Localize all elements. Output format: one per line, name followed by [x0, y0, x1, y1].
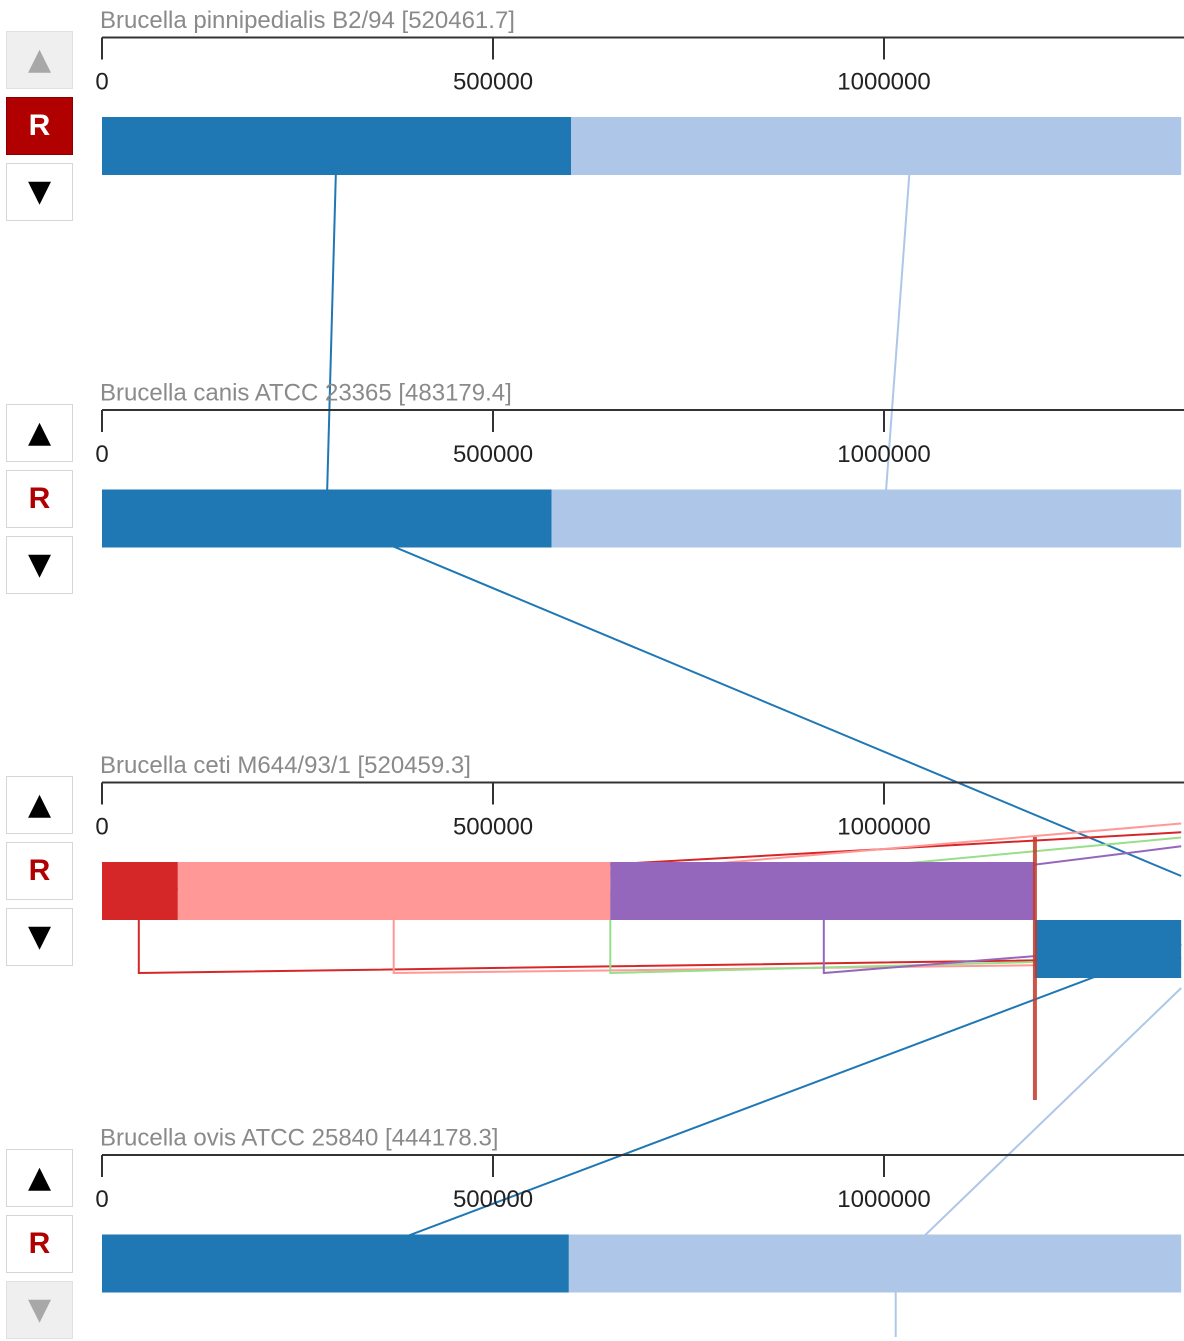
genome-segment[interactable] — [571, 117, 1182, 175]
reverse-button[interactable]: R — [6, 97, 73, 155]
tick-label: 0 — [95, 441, 108, 468]
genome-title: Brucella canis ATCC 23365 [483179.4] — [100, 380, 512, 407]
move-down-button[interactable]: ▼ — [6, 163, 73, 221]
genome-title: Brucella ceti M644/93/1 [520459.3] — [100, 752, 471, 779]
genome-title: Brucella ovis ATCC 25840 [444178.3] — [100, 1125, 498, 1152]
tick-label: 1000000 — [837, 69, 930, 96]
move-up-button[interactable]: ▲ — [6, 403, 73, 462]
genome-track: Brucella canis ATCC 23365 [483179.4] 0 500… — [95, 380, 1184, 548]
tick-label: 0 — [95, 1186, 108, 1213]
genome-segment[interactable] — [102, 862, 178, 920]
tick-label: 500000 — [453, 69, 533, 96]
tick-label: 0 — [95, 814, 108, 841]
move-up-button[interactable]: ▲ — [6, 1148, 73, 1207]
genome-segment[interactable] — [568, 1234, 1182, 1293]
genome-segment[interactable] — [102, 117, 572, 175]
move-up-button[interactable]: ▲ — [6, 776, 73, 834]
tick-label: 1000000 — [837, 814, 930, 841]
genome-segment[interactable] — [551, 489, 1182, 548]
tick-label: 500000 — [453, 814, 533, 841]
genome-segment[interactable] — [610, 862, 1035, 920]
tick-label: 500000 — [453, 1186, 533, 1213]
move-down-button[interactable]: ▼ — [6, 1280, 73, 1339]
synteny-link — [137, 831, 1182, 975]
genome-segment[interactable] — [102, 1234, 569, 1293]
tick-label: 0 — [95, 69, 108, 96]
synteny-link — [333, 943, 1182, 1265]
track-control-group: ▲ R ▼ — [6, 1148, 75, 1341]
genome-title: Brucella pinnipedialis B2/94 [520461.7] — [100, 7, 515, 34]
genome-segment[interactable] — [1034, 920, 1182, 978]
tick-label: 1000000 — [837, 1186, 930, 1213]
track-control-group: ▲ R ▼ — [6, 776, 75, 968]
tick-label: 1000000 — [837, 441, 930, 468]
reverse-button[interactable]: R — [6, 1214, 73, 1273]
track-control-group: ▲ R ▼ — [6, 31, 75, 223]
reverse-button[interactable]: R — [6, 842, 73, 900]
genome-tracks: Brucella pinnipedialis B2/94 [520461.7] 0… — [95, 7, 1184, 1293]
tick-label: 500000 — [453, 441, 533, 468]
genome-segment[interactable] — [177, 862, 611, 920]
synteny-links — [137, 145, 1182, 1337]
move-down-button[interactable]: ▼ — [6, 535, 73, 594]
reverse-button[interactable]: R — [6, 469, 73, 528]
track-control-group: ▲ R ▼ — [6, 403, 75, 596]
move-up-button[interactable]: ▲ — [6, 31, 73, 89]
genome-track: Brucella ovis ATCC 25840 [444178.3] 0 5000… — [95, 1125, 1184, 1293]
genome-segment[interactable] — [102, 489, 552, 548]
move-down-button[interactable]: ▼ — [6, 908, 73, 966]
genome-track: Brucella pinnipedialis B2/94 [520461.7] 0… — [95, 7, 1184, 175]
genome-track: Brucella ceti M644/93/1 [520459.3] 0 50000… — [95, 752, 1184, 978]
